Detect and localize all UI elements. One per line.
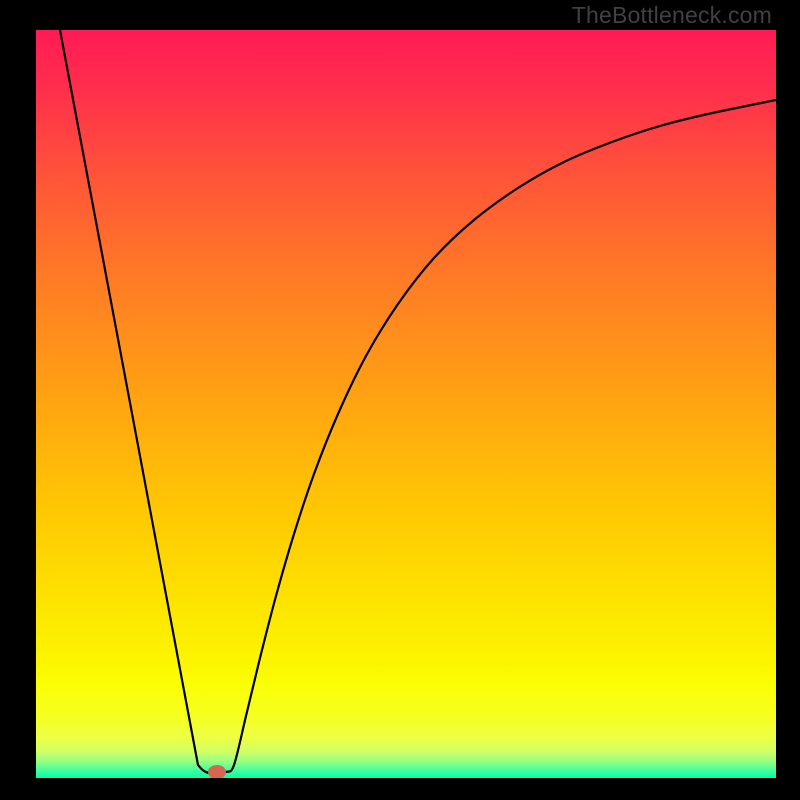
curve-layer <box>36 30 776 778</box>
bottleneck-curve <box>60 30 776 774</box>
frame-border-right <box>776 0 800 800</box>
optimal-point-marker <box>208 765 226 778</box>
plot-area <box>36 30 776 778</box>
frame-border-left <box>0 0 36 800</box>
watermark-text: TheBottleneck.com <box>572 2 772 29</box>
frame-border-bottom <box>0 778 800 800</box>
chart-frame: TheBottleneck.com <box>0 0 800 800</box>
